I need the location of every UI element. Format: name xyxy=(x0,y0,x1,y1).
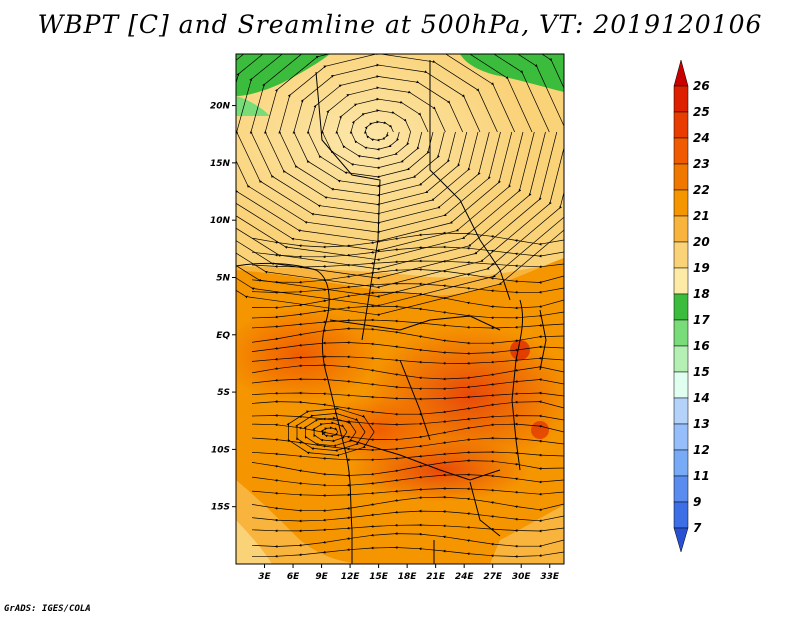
colorbar-label: 7 xyxy=(693,521,702,535)
colorbar-label: 22 xyxy=(693,183,710,197)
colorbar-label: 20 xyxy=(693,235,710,249)
colorbar-swatch xyxy=(673,397,689,425)
grads-credit: GrADS: IGES/COLA xyxy=(4,604,91,614)
colorbar-label: 19 xyxy=(693,261,710,275)
colorbar-swatch xyxy=(673,189,689,217)
colorbar-label: 23 xyxy=(693,157,710,171)
colorbar-swatch xyxy=(673,241,689,269)
streamline xyxy=(251,377,564,391)
lon-label: 12E xyxy=(341,572,361,582)
lon-label: 15E xyxy=(369,572,389,582)
colorbar-label: 26 xyxy=(693,79,710,93)
colorbar-label: 15 xyxy=(693,365,710,379)
colorbar-swatch xyxy=(673,449,689,477)
colorbar-swatch xyxy=(673,137,689,165)
streamline xyxy=(251,459,564,477)
streamline xyxy=(251,355,564,365)
colorbar-label: 25 xyxy=(693,105,710,119)
lat-label: 5S xyxy=(217,388,230,398)
map-title: WBPT [C] and Sreamline at 500hPa, VT: 20… xyxy=(37,10,763,39)
streamline xyxy=(251,509,564,523)
coastlines-borders xyxy=(236,60,547,564)
wbpt-shading xyxy=(236,54,564,564)
colorbar-label: 16 xyxy=(693,339,710,353)
lon-label: 9E xyxy=(315,572,328,582)
streamline xyxy=(252,546,564,558)
map-frame xyxy=(235,53,565,565)
streamline xyxy=(251,487,564,497)
streamline xyxy=(251,532,564,548)
lon-label: 24E xyxy=(455,572,475,582)
lat-label: 5N xyxy=(216,273,230,283)
map-panel: 20N 15N 10N 5N EQ 5S 10S 15S 3E 6E 9E 12E 15E 18E 21E… xyxy=(210,53,710,582)
longitude-axis: 3E 6E 9E 12E 15E 18E 21E 24E 27E 30E 33E xyxy=(258,564,560,582)
streamline xyxy=(251,245,564,259)
lat-label: EQ xyxy=(216,331,230,341)
lat-label: 20N xyxy=(210,102,231,112)
colorbar-label: 17 xyxy=(693,313,710,327)
streamline xyxy=(251,304,564,320)
colorbar-label: 24 xyxy=(693,131,710,145)
colorbar-label: 9 xyxy=(693,495,701,509)
colorbar-swatch xyxy=(673,345,689,373)
streamline xyxy=(251,523,564,533)
colorbar: 26 25 24 23 22 21 20 19 18 17 16 15 14 13 12 11 9 7 xyxy=(673,59,710,553)
lat-label: 10N xyxy=(210,216,231,226)
lat-label: 15N xyxy=(210,159,231,169)
colorbar-swatch xyxy=(673,501,689,529)
colorbar-label: 14 xyxy=(693,391,710,405)
streamlines xyxy=(236,54,564,558)
lon-label: 6E xyxy=(287,572,300,582)
streamline xyxy=(251,473,564,487)
streamline xyxy=(286,407,375,457)
lat-label: 15S xyxy=(211,503,230,513)
colorbar-swatch xyxy=(673,85,689,113)
lon-label: 18E xyxy=(398,572,418,582)
colorbar-label: 13 xyxy=(693,417,710,431)
colorbar-label: 21 xyxy=(693,209,710,223)
latitude-axis: 20N 15N 10N 5N EQ 5S 10S 15S xyxy=(210,102,236,513)
colorbar-label: 18 xyxy=(693,287,710,301)
streamline xyxy=(251,268,564,284)
colorbar-swatch xyxy=(673,215,689,243)
colorbar-swatch xyxy=(673,111,689,139)
colorbar-swatch xyxy=(673,475,689,503)
colorbar-swatch xyxy=(673,527,689,553)
streamline xyxy=(251,391,564,401)
streamline xyxy=(251,363,564,381)
lon-label: 21E xyxy=(426,572,446,582)
lon-label: 30E xyxy=(512,572,532,582)
lon-label: 3E xyxy=(258,572,271,582)
colorbar-swatch xyxy=(673,319,689,347)
streamline xyxy=(251,341,564,355)
colorbar-label: 11 xyxy=(693,469,710,483)
lon-label: 33E xyxy=(540,572,560,582)
colorbar-label: 12 xyxy=(693,443,710,457)
lon-label: 27E xyxy=(483,572,503,582)
colorbar-swatch xyxy=(673,267,689,295)
colorbar-swatch xyxy=(673,371,689,399)
colorbar-swatch xyxy=(673,423,689,451)
colorbar-swatch xyxy=(673,293,689,321)
colorbar-swatch xyxy=(673,163,689,191)
lat-label: 10S xyxy=(211,445,230,455)
colorbar-swatch xyxy=(673,59,689,87)
